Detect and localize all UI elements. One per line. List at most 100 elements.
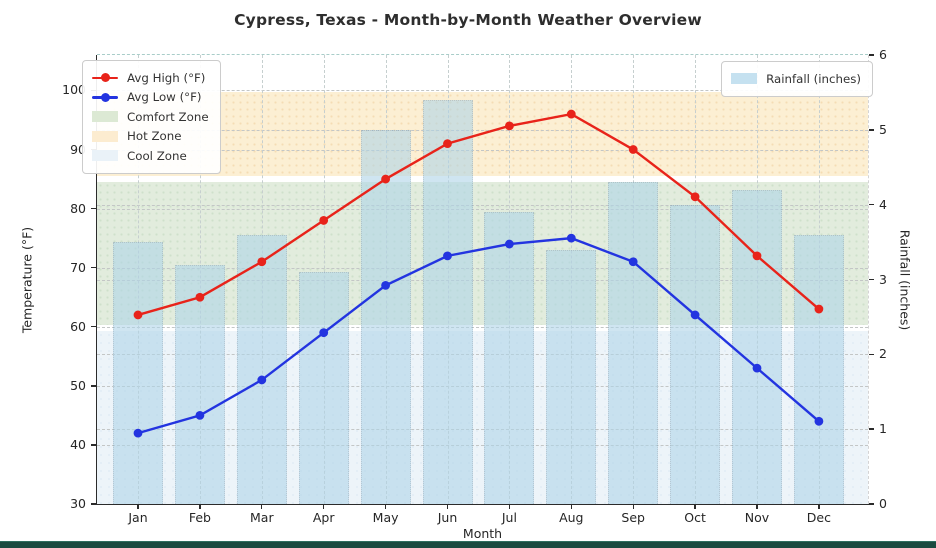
patch-legend-symbol <box>92 150 118 162</box>
bottom-window-edge <box>0 541 936 548</box>
line-legend-symbol <box>92 92 118 102</box>
month-label-oct: Oct <box>684 510 706 525</box>
bottom-tick-jul <box>508 504 511 509</box>
month-label-sep: Sep <box>621 510 645 525</box>
right-tick-6 <box>869 54 874 56</box>
legend-label: Rainfall (inches) <box>766 71 861 86</box>
rainfall-bar-apr <box>298 272 349 504</box>
left-tick-label-40: 40 <box>70 436 86 452</box>
bottom-tick-oct <box>694 504 696 509</box>
left-axis-title: Temperature (°F) <box>19 226 35 334</box>
month-label-mar: Mar <box>250 510 274 525</box>
bottom-tick-feb <box>199 504 201 509</box>
right-tick-label-6: 6 <box>879 47 887 62</box>
legend-entry-avg-high-f: Avg High (°F) <box>92 68 209 88</box>
legend-patch-sample <box>92 130 118 142</box>
patch-legend-symbol <box>92 111 118 123</box>
gridline-temp-100 <box>97 90 868 92</box>
rainfall-bar-jan <box>113 242 163 504</box>
legend-line-sample <box>92 92 118 102</box>
month-label-jun: Jun <box>437 510 458 525</box>
bottom-tick-apr <box>323 504 325 509</box>
rainfall-bar-dec <box>793 234 844 504</box>
right-axis-title: Rainfall (inches) <box>897 229 913 331</box>
left-tick-50 <box>91 385 96 387</box>
legend-line-sample <box>92 73 118 83</box>
rainfall-bar-mar <box>236 234 287 504</box>
legend-label: Avg High (°F) <box>127 70 206 85</box>
legend-entry-rainfall-inches: Rainfall (inches) <box>731 69 861 89</box>
line-legend-symbol <box>92 73 118 83</box>
rainfall-bar-jun <box>422 99 473 504</box>
right-tick-1 <box>869 428 874 430</box>
month-label-aug: Aug <box>559 510 584 525</box>
legend-entry-avg-low-f: Avg Low (°F) <box>92 88 209 108</box>
month-label-feb: Feb <box>188 510 211 525</box>
bottom-tick-aug <box>570 504 572 509</box>
right-tick-2 <box>869 353 874 356</box>
chart-title: Cypress, Texas - Month-by-Month Weather … <box>234 11 702 29</box>
bottom-tick-mar <box>261 504 263 509</box>
legend-entry-cool-zone: Cool Zone <box>92 146 209 166</box>
legend-patch-sample <box>92 111 118 123</box>
legend-patch-sample <box>731 73 758 85</box>
right-axis-spine <box>868 55 869 504</box>
legend-left: Avg High (°F) Avg Low (°F) Comfort Zone Hot… <box>82 60 221 174</box>
month-label-jan: Jan <box>128 510 148 525</box>
right-tick-label-0: 0 <box>879 496 887 511</box>
patch-legend-symbol <box>731 73 758 85</box>
left-tick-40 <box>91 444 96 446</box>
left-tick-label-90: 90 <box>70 141 86 157</box>
left-tick-label-60: 60 <box>70 318 86 334</box>
left-tick-label-50: 50 <box>70 377 86 393</box>
left-axis-spine <box>96 55 98 505</box>
month-label-may: May <box>372 510 399 525</box>
right-tick-label-3: 3 <box>879 271 887 287</box>
right-tick-label-1: 1 <box>879 421 887 437</box>
right-tick-label-4: 4 <box>879 196 887 212</box>
left-tick-label-70: 70 <box>70 259 86 275</box>
bottom-tick-may <box>384 504 387 509</box>
month-label-dec: Dec <box>806 510 831 525</box>
left-tick-70 <box>91 266 96 269</box>
rainfall-bar-oct <box>670 204 721 504</box>
left-tick-label-100: 100 <box>62 82 86 98</box>
legend-label: Cool Zone <box>127 148 187 163</box>
legend-line-marker <box>100 92 110 102</box>
legend-label: Avg Low (°F) <box>127 90 202 105</box>
legend-line-marker <box>100 73 110 83</box>
legend-label: Comfort Zone <box>127 109 209 124</box>
rainfall-bar-jul <box>484 212 535 504</box>
right-tick-0 <box>869 503 874 505</box>
legend-right: Rainfall (inches) <box>721 61 873 97</box>
gridline-temp-40 <box>97 444 868 446</box>
legend-patch-sample <box>92 150 118 162</box>
right-tick-label-2: 2 <box>879 346 887 362</box>
right-tick-label-5: 5 <box>879 121 887 137</box>
left-tick-80 <box>91 207 96 210</box>
bottom-tick-dec <box>818 504 820 509</box>
month-label-nov: Nov <box>744 510 770 525</box>
rainfall-bar-feb <box>174 264 225 504</box>
month-label-jul: Jul <box>501 510 517 525</box>
legend-label: Hot Zone <box>127 129 182 144</box>
top-axis-spine <box>97 54 868 55</box>
x-axis-title: Month <box>462 526 503 541</box>
right-tick-5 <box>869 129 874 131</box>
left-tick-60 <box>91 326 96 328</box>
right-tick-4 <box>869 203 874 206</box>
bottom-tick-jun <box>446 504 449 509</box>
month-label-apr: Apr <box>312 510 335 525</box>
legend-entry-hot-zone: Hot Zone <box>92 127 209 147</box>
left-tick-label-80: 80 <box>70 200 86 216</box>
left-tick-30 <box>91 503 96 505</box>
bottom-tick-nov <box>756 504 758 509</box>
bottom-axis-spine <box>96 503 869 505</box>
legend-entry-comfort-zone: Comfort Zone <box>92 107 209 127</box>
patch-legend-symbol <box>92 130 118 142</box>
rainfall-bar-aug <box>546 249 597 504</box>
bottom-tick-jan <box>137 504 139 509</box>
bottom-tick-sep <box>632 504 634 509</box>
rainfall-bar-sep <box>608 182 659 504</box>
